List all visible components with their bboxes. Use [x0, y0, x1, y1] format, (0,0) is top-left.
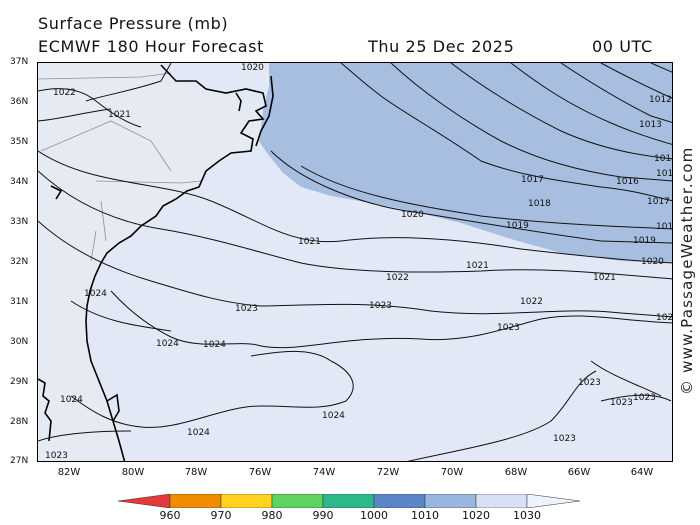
lon-label: 72W — [376, 467, 400, 478]
valid-time: 00 UTC — [592, 37, 653, 56]
colorbar-label: 1010 — [411, 509, 439, 522]
isobar-label: 1018 — [528, 199, 551, 209]
isobar-label: 1023 — [633, 393, 656, 403]
isobar-label: 1021 — [593, 273, 616, 283]
low-pressure-area — [259, 63, 672, 263]
isobar-label: 101 — [656, 222, 673, 232]
colorbar-label: 1020 — [462, 509, 490, 522]
lat-label: 34N — [10, 177, 29, 187]
isobar-label: 1022 — [520, 297, 543, 307]
colorbar-label: 960 — [159, 509, 181, 522]
colorbar-cell — [271, 494, 324, 508]
colorbar-cell — [475, 494, 528, 508]
valid-date: Thu 25 Dec 2025 — [368, 37, 515, 56]
lat-label: 30N — [10, 337, 29, 347]
pressure-map: 1020 1022 1021 1012 1013 101 101 1017 10… — [37, 62, 673, 462]
colorbar-label: 980 — [261, 509, 283, 522]
colorbar-cell — [322, 494, 375, 508]
lat-label: 33N — [10, 217, 29, 227]
colorbar-label: 970 — [210, 509, 232, 522]
pressure-colorbar — [118, 494, 581, 508]
lon-label: 76W — [248, 467, 272, 478]
isobar-label: 1017 — [521, 175, 544, 185]
isobar-label: 1023 — [610, 398, 633, 408]
isobar-label: 1024 — [203, 340, 226, 350]
lat-label: 29N — [10, 377, 29, 387]
isobar-label: 1023 — [553, 434, 576, 444]
isobar-label: 1020 — [241, 63, 264, 73]
isobar-label: 1016 — [616, 177, 639, 187]
lon-label: 70W — [440, 467, 464, 478]
isobar-label: 101 — [654, 154, 671, 164]
map-title: Surface Pressure (mb) — [38, 14, 229, 33]
colorbar-cell — [118, 494, 171, 508]
lon-label: 74W — [312, 467, 336, 478]
lon-label: 78W — [184, 467, 208, 478]
isobar-label: 1024 — [187, 428, 210, 438]
lat-label: 28N — [10, 417, 29, 427]
lat-label: 31N — [10, 297, 29, 307]
lat-label: 37N — [10, 57, 29, 67]
isobar-label: 1022 — [386, 273, 409, 283]
isobar-label: 1023 — [369, 301, 392, 311]
isobar-label: 1017 — [647, 197, 670, 207]
colorbar-label: 990 — [312, 509, 334, 522]
lon-label: 64W — [630, 467, 654, 478]
isobar-label: 1019 — [506, 221, 529, 231]
colorbar-cell — [526, 494, 581, 508]
lat-label: 35N — [10, 137, 29, 147]
colorbar-cell — [169, 494, 222, 508]
isobar-label: 1012 — [649, 95, 672, 105]
isobar-label: 1023 — [497, 323, 520, 333]
lat-label: 32N — [10, 257, 29, 267]
colorbar-label: 1030 — [513, 509, 541, 522]
isobar-label: 1024 — [84, 289, 107, 299]
isobar-label: 1021 — [108, 110, 131, 120]
isobar-label: 1019 — [633, 236, 656, 246]
lon-label: 82W — [57, 467, 81, 478]
colorbar-cell — [424, 494, 477, 508]
isobar-label: 1024 — [60, 395, 83, 405]
isobar-label: 1022 — [53, 88, 76, 98]
colorbar-cell — [373, 494, 426, 508]
isobar-label: 1021 — [298, 237, 321, 247]
isobar-label: 1023 — [578, 378, 601, 388]
lon-label: 68W — [504, 467, 528, 478]
lat-label: 27N — [10, 456, 29, 466]
isobar-label: 1023 — [45, 451, 68, 461]
lon-label: 66W — [567, 467, 591, 478]
isobar-label: 1024 — [156, 339, 179, 349]
land-area — [38, 63, 263, 461]
isobar-label: 1024 — [322, 411, 345, 421]
colorbar-cell — [220, 494, 273, 508]
isobar-label: 1021 — [466, 261, 489, 271]
isobar-label: 1023 — [235, 304, 258, 314]
isobar-label: 102 — [656, 313, 673, 323]
isobar-label: 101 — [656, 169, 673, 179]
isobar-label: 1020 — [401, 210, 424, 220]
model-forecast-label: ECMWF 180 Hour Forecast — [38, 37, 264, 56]
isobar-label: 1013 — [639, 120, 662, 130]
isobar-label: 1020 — [641, 257, 664, 267]
lon-label: 80W — [121, 467, 145, 478]
copyright-watermark: © www.PassageWeather.com — [678, 146, 696, 395]
lat-label: 36N — [10, 97, 29, 107]
colorbar-label: 1000 — [360, 509, 388, 522]
